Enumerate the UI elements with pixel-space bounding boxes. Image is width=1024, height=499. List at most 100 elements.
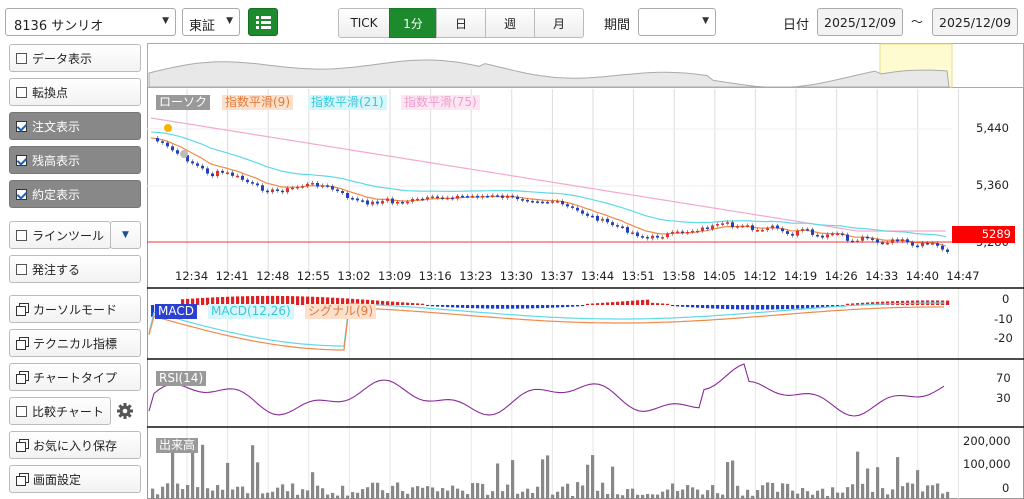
macd-bar (676, 305, 680, 307)
volume-bar (736, 485, 740, 499)
technical-indicator-button[interactable]: テクニカル指標 (9, 329, 141, 357)
macd-bar (466, 305, 470, 309)
checkbox[interactable] (16, 52, 27, 64)
candle-body (606, 218, 609, 223)
volume-bar (481, 483, 485, 499)
date-from-input[interactable]: 2025/12/09 (817, 8, 903, 36)
tab-month[interactable]: 月 (534, 8, 584, 38)
date-to-input[interactable]: 2025/12/09 (932, 8, 1018, 36)
balance-display-toggle[interactable]: 残高表示 (9, 146, 141, 174)
volume-bar (621, 495, 625, 499)
macd-bar (671, 305, 675, 307)
macd-bar (631, 300, 635, 305)
candle-body (396, 201, 399, 204)
volume-bar (256, 462, 260, 499)
checkbox[interactable] (16, 154, 27, 166)
list-icon (256, 16, 271, 29)
place-order-toggle[interactable]: 発注する (9, 255, 141, 283)
checkbox[interactable] (16, 188, 27, 200)
compare-chart-toggle[interactable]: 比較チャート (9, 397, 111, 425)
volume-bar (461, 490, 465, 499)
tab-week[interactable]: 週 (485, 8, 535, 38)
macd-bar (761, 305, 765, 310)
symbol-select[interactable]: 8136 サンリオ ▼ (5, 8, 176, 36)
time-tick: 13:09 (378, 269, 412, 283)
volume-bar (686, 485, 690, 499)
macd-bar (326, 297, 330, 305)
volume-bar (151, 488, 155, 499)
candle-body (471, 195, 474, 198)
cursor-mode-button[interactable]: カーソルモード (9, 295, 141, 323)
candle-body (451, 197, 454, 200)
candle-body (441, 197, 444, 200)
line-tool-dropdown[interactable]: ▼ (110, 221, 141, 249)
candle-body (616, 225, 619, 227)
time-tick: 14:47 (946, 269, 980, 283)
list-button[interactable] (248, 8, 278, 36)
macd-bar (686, 305, 690, 308)
checkbox[interactable] (16, 120, 27, 132)
volume-bar (946, 491, 950, 499)
tab-day[interactable]: 日 (436, 8, 486, 38)
chart-area[interactable]: ローソク 指数平滑(9) 指数平滑(21) 指数平滑(75) 5,440 5,3… (147, 43, 1024, 499)
chart-type-button[interactable]: チャートタイプ (9, 363, 141, 391)
tab-label: 月 (552, 16, 565, 31)
window-icon (16, 303, 29, 316)
candle-body (826, 234, 829, 238)
candle-body (861, 236, 864, 241)
item-label: カーソルモード (33, 302, 118, 317)
candle-body (671, 231, 674, 234)
chevron-down-icon: ▼ (226, 16, 233, 26)
candle-body (166, 142, 169, 147)
macd-bar (681, 305, 685, 307)
turning-point-toggle[interactable]: 転換点 (9, 78, 141, 106)
volume-bar (431, 487, 435, 499)
candle-body (421, 198, 424, 201)
screen-settings-button[interactable]: 画面設定 (9, 465, 141, 493)
item-label: データ表示 (32, 51, 93, 66)
data-display-toggle[interactable]: データ表示 (9, 44, 141, 72)
volume-bar (456, 488, 460, 499)
volume-bar (721, 494, 725, 499)
volume-bar (566, 483, 570, 499)
line-tool-toggle[interactable]: ラインツール (9, 221, 111, 249)
macd-bar (241, 296, 245, 305)
checkbox[interactable] (16, 405, 27, 417)
candle-body (766, 228, 769, 230)
volume-bar (856, 451, 860, 499)
market-select[interactable]: 東証 ▼ (182, 8, 240, 36)
period-select[interactable]: ▼ (638, 8, 716, 36)
order-display-toggle[interactable]: 注文表示 (9, 112, 141, 140)
candle-body (306, 183, 309, 187)
macd-bar (446, 305, 450, 308)
volume-bar (871, 491, 875, 499)
candle-body (681, 231, 684, 234)
macd-bar (736, 305, 740, 310)
volume-bar (226, 462, 230, 499)
tab-1min[interactable]: 1分 (389, 8, 437, 38)
checkbox[interactable] (16, 263, 27, 275)
volume-bar (741, 495, 745, 499)
macd-bar (356, 299, 360, 305)
tab-tick[interactable]: TICK (338, 8, 390, 38)
gear-icon[interactable] (116, 402, 134, 420)
candle-body (256, 183, 259, 186)
macd-bar (861, 302, 865, 305)
checkbox[interactable] (16, 229, 27, 241)
macd-bar (406, 302, 410, 305)
candle-body (211, 173, 214, 177)
macd-bar (661, 303, 665, 305)
macd-bar (816, 305, 820, 308)
candle-body (241, 175, 244, 180)
macd-bar (591, 303, 595, 305)
checkbox[interactable] (16, 86, 27, 98)
volume-bar (421, 487, 425, 499)
execution-display-toggle[interactable]: 約定表示 (9, 180, 141, 208)
save-favorite-button[interactable]: お気に入り保存 (9, 431, 141, 459)
macd-bar (271, 295, 275, 305)
volume-bar (491, 491, 495, 499)
volume-bar (211, 490, 215, 499)
macd-bar (691, 305, 695, 308)
volume-bar (241, 486, 245, 499)
volume-bar (881, 488, 885, 499)
